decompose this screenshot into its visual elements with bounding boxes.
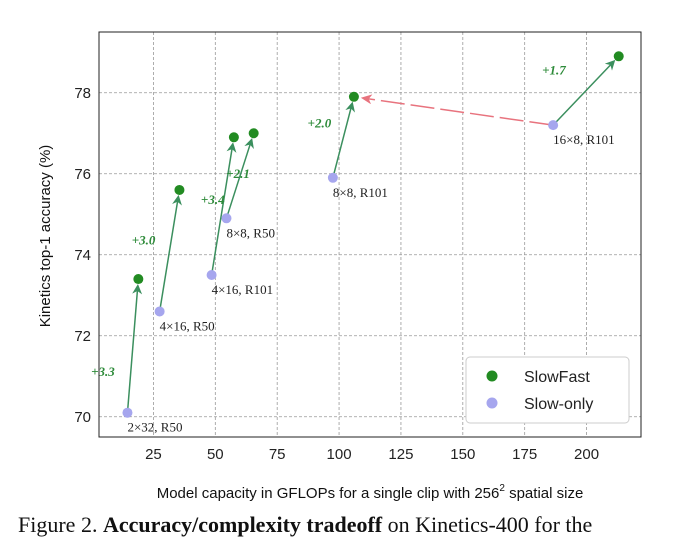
x-tick-label: 50 [207,446,224,463]
config-label: 4×16, R50 [160,318,215,333]
gain-arrow [126,284,143,413]
slowfast-point [174,184,185,195]
arrows [126,59,616,413]
caption-suffix: on Kinetics-400 for the [382,512,593,537]
x-tick-label: 75 [269,446,286,463]
gain-label: +1.7 [542,63,566,78]
slow-only-point [206,270,217,280]
config-label: 4×16, R101 [212,282,274,297]
legend-label-slow-only: Slow-only [524,396,593,413]
plot-frame [98,31,642,438]
slow-only-point [122,407,133,418]
y-axis-title: Kinetics top-1 accuracy (%) [37,145,54,328]
gain-label: +2.1 [226,166,250,181]
slow-only-point [221,213,232,224]
config-label: 2×32, R50 [127,420,182,435]
x-tick-label: 150 [450,446,475,463]
config-label: 8×8, R101 [333,185,388,200]
gain-arrow [158,194,182,312]
gain-arrow [225,138,254,219]
slow-only-point [154,306,165,317]
gain-arrow [332,101,355,178]
grid-lines [99,32,641,437]
slowfast-point [133,274,144,285]
figure-caption: Figure 2. Accuracy/complexity tradeoff o… [18,512,686,538]
slow-only-point [327,172,338,183]
x-tick-label: 125 [388,446,413,463]
config-label: 8×8, R50 [226,225,275,240]
gain-label: +3.4 [201,192,225,207]
slowfast-point [248,128,259,139]
data-points [122,51,624,418]
y-tick-label: 70 [74,409,91,426]
y-tick-label: 72 [74,328,91,345]
legend-marker-slow-only [486,397,498,409]
comparison-dashed-arrow [360,94,554,126]
gain-label: +3.0 [132,233,156,248]
legend: SlowFast Slow-only [465,356,630,424]
legend-box [465,356,630,424]
legend-marker-slowfast [486,370,498,382]
slowfast-point [613,51,624,62]
x-tick-label: 175 [512,446,537,463]
slowfast-point [348,91,359,102]
slow-only-point [548,120,559,131]
x-tick-label: 25 [145,446,162,463]
gain-arrow [210,142,237,276]
scatter-chart: +3.3 +3.0 +3.4+2.1 +2.0 +1.7 2×32, R50 4×16, R… [37,31,642,502]
legend-label-slowfast: SlowFast [524,369,590,386]
y-tick-label: 78 [74,85,91,102]
y-tick-label: 76 [74,166,91,183]
caption-prefix: Figure 2. [18,512,98,537]
gain-arrow [552,59,616,126]
slowfast-point [228,132,239,143]
x-tick-label: 200 [574,446,599,463]
config-label: 16×8, R101 [553,132,615,147]
x-tick-label: 100 [327,446,352,463]
x-axis-title: Model capacity in GFLOPs for a single cl… [157,483,584,502]
caption-bold: Accuracy/complexity tradeoff [102,512,383,537]
axis-ticks: 25 50 75 100 125 150 175 200 70 72 74 76 78 [74,85,599,463]
gain-label: +3.3 [91,364,115,379]
point-labels: +3.3 +3.0 +3.4+2.1 +2.0 +1.7 2×32, R50 4×16, R… [91,63,615,435]
y-tick-label: 74 [74,247,91,264]
gain-label: +2.0 [308,115,332,130]
